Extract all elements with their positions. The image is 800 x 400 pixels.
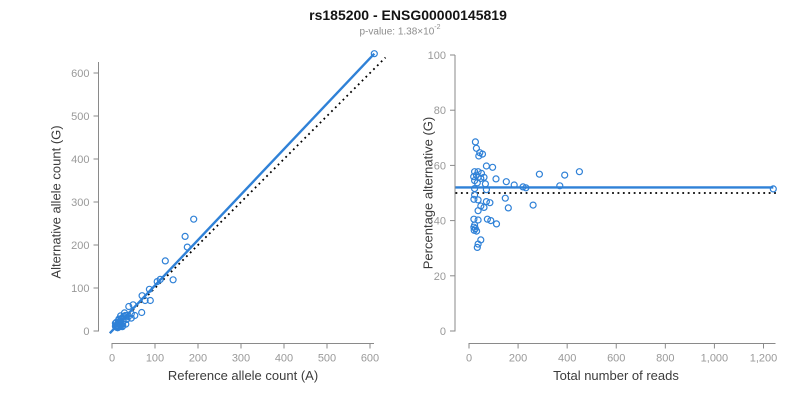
x-tick-label: 100 xyxy=(146,353,164,365)
data-point xyxy=(483,215,491,223)
data-point xyxy=(474,207,482,215)
data-point xyxy=(470,215,478,223)
y-tick-label: 200 xyxy=(71,240,89,252)
data-point xyxy=(769,185,777,193)
data-point xyxy=(146,296,154,305)
y-tick-label: 40 xyxy=(434,216,446,228)
percentage-vs-reads-scatter-panel: 0 200 400 600 800 1,000 1,200 0 20 40 60 80 100 xyxy=(428,50,778,365)
data-point xyxy=(471,177,479,185)
data-point xyxy=(470,173,478,181)
x-tick-label: 0 xyxy=(466,353,472,365)
data-point xyxy=(183,243,191,251)
x-tick-label: 500 xyxy=(318,353,336,365)
data-point xyxy=(487,217,495,225)
x-tick-label: 800 xyxy=(656,353,674,365)
data-point xyxy=(474,240,482,248)
data-point xyxy=(470,226,478,234)
data-point xyxy=(114,324,122,332)
data-point xyxy=(556,182,564,190)
y-tick-label: 20 xyxy=(434,271,446,283)
p-value-text: p-value: 1.38×10 xyxy=(359,26,435,38)
identity-line xyxy=(109,56,387,334)
x-tick-label: 200 xyxy=(509,353,527,365)
x-tick-label: 300 xyxy=(232,353,250,365)
data-point xyxy=(492,220,501,228)
left-x-axis-title: Reference allele count (A) xyxy=(167,368,319,383)
y-tick-label: 400 xyxy=(71,154,89,166)
allele-counts-scatter-panel: 0 100 200 300 400 500 600 0 100 200 300 400 500 600 xyxy=(71,50,387,365)
data-point xyxy=(529,201,537,209)
page-title: rs185200 - ENSG00000145819 xyxy=(309,7,507,23)
data-point xyxy=(575,168,584,176)
data-point xyxy=(473,243,481,251)
data-point xyxy=(492,175,500,183)
y-tick-label: 300 xyxy=(71,197,89,209)
data-point xyxy=(474,196,482,204)
data-point xyxy=(535,170,544,178)
data-point xyxy=(471,191,479,199)
data-point xyxy=(181,232,189,240)
data-point xyxy=(474,216,482,224)
y-tick-label: 500 xyxy=(71,111,89,123)
p-value-exponent: -2 xyxy=(434,24,441,31)
data-point xyxy=(161,257,169,265)
x-tick-label: 1,200 xyxy=(750,353,778,365)
data-point xyxy=(519,183,527,191)
data-point xyxy=(470,223,478,231)
data-point xyxy=(153,278,161,286)
data-point xyxy=(169,276,177,284)
y-tick-label: 0 xyxy=(440,326,446,338)
data-point xyxy=(471,138,479,146)
x-tick-label: 400 xyxy=(558,353,576,365)
data-point xyxy=(141,296,149,305)
data-point xyxy=(561,171,569,179)
data-point xyxy=(501,194,509,202)
x-tick-label: 400 xyxy=(275,353,293,365)
data-point xyxy=(482,162,490,170)
data-point xyxy=(471,168,479,176)
p-value-subtitle: p-value: 1.38×10-2 xyxy=(0,24,800,38)
data-point xyxy=(502,178,510,186)
y-tick-label: 600 xyxy=(71,68,89,80)
x-tick-label: 200 xyxy=(189,353,207,365)
right-y-axis-title: Percentage alternative (G) xyxy=(420,116,436,270)
data-point xyxy=(504,204,512,212)
x-tick-label: 0 xyxy=(109,353,115,365)
data-point xyxy=(472,144,480,152)
data-point xyxy=(190,215,198,223)
fit-line xyxy=(108,52,376,334)
data-point xyxy=(470,195,478,203)
data-point xyxy=(481,180,489,188)
data-point xyxy=(370,50,378,58)
data-point xyxy=(145,285,153,293)
y-tick-label: 80 xyxy=(434,105,446,117)
data-point xyxy=(510,181,518,189)
left-y-axis-title: Alternative allele count (G) xyxy=(48,125,64,279)
x-tick-label: 1,000 xyxy=(701,353,729,365)
data-point xyxy=(471,225,479,233)
y-tick-label: 100 xyxy=(428,50,446,62)
x-tick-label: 600 xyxy=(361,353,379,365)
data-point xyxy=(138,308,146,317)
right-x-axis-title: Total number of reads xyxy=(553,368,679,383)
y-tick-label: 0 xyxy=(83,326,89,338)
x-tick-label: 600 xyxy=(607,353,625,365)
data-point xyxy=(489,163,497,171)
data-point xyxy=(486,199,494,207)
y-tick-label: 100 xyxy=(71,283,89,295)
data-point xyxy=(475,152,483,160)
data-point xyxy=(482,198,490,206)
data-point xyxy=(476,149,484,157)
y-tick-label: 60 xyxy=(434,160,446,172)
data-point xyxy=(125,302,133,311)
data-point xyxy=(129,301,137,309)
